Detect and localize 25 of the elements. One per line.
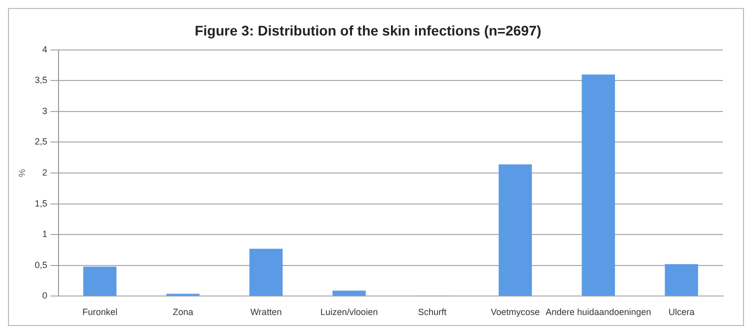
y-tick-label: 0 (42, 290, 48, 301)
y-tick-label: 4 (42, 44, 48, 54)
bar (664, 264, 698, 296)
y-tick-label: 1 (42, 229, 48, 240)
x-tick-label: Ulcera (668, 307, 694, 318)
y-tick-label: 0,5 (34, 260, 48, 270)
bar (332, 290, 366, 296)
bar (498, 164, 532, 296)
y-tick-label: 3,5 (34, 75, 48, 86)
y-tick-label: 2,5 (34, 136, 48, 147)
x-tick-label: Wratten (250, 307, 282, 318)
bar (249, 248, 283, 296)
x-tick-label: Schurft (418, 307, 447, 318)
y-tick-label: 3 (42, 106, 48, 116)
y-tick-label: 1,5 (34, 198, 48, 208)
x-tick-label: Furonkel (82, 307, 118, 318)
x-tick-label: Voetmycose (490, 307, 540, 318)
x-tick-label: Andere huidaandoeningen (546, 307, 652, 318)
y-tick-label: 2 (42, 167, 48, 178)
x-tick-label: Zona (172, 307, 194, 318)
chart-title: Figure 3: Distribution of the skin infections (n=2697) (194, 22, 542, 38)
bar (582, 74, 615, 296)
bar (83, 266, 116, 296)
y-axis-title: % (16, 168, 27, 178)
x-tick-label: Luizen/vlooien (320, 307, 378, 318)
